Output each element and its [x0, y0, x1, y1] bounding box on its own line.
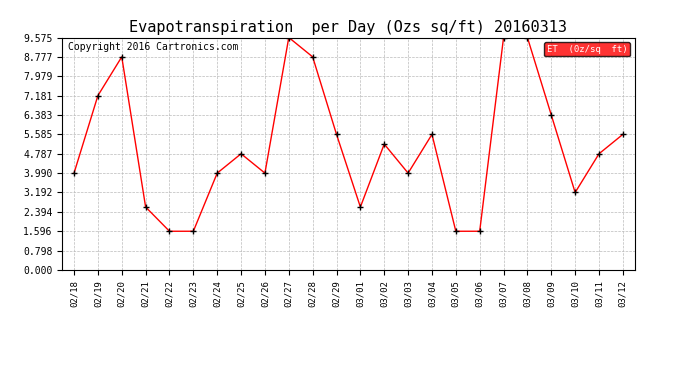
Title: Evapotranspiration  per Day (Ozs sq/ft) 20160313: Evapotranspiration per Day (Ozs sq/ft) 2… — [130, 20, 567, 35]
Legend: ET  (0z/sq  ft): ET (0z/sq ft) — [544, 42, 630, 56]
Text: Copyright 2016 Cartronics.com: Copyright 2016 Cartronics.com — [68, 42, 238, 52]
